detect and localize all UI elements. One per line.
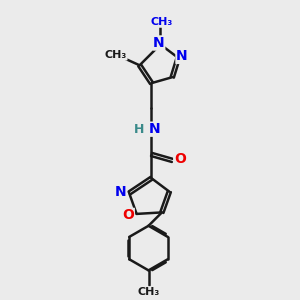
Text: H: H bbox=[134, 123, 144, 136]
Text: O: O bbox=[174, 152, 186, 166]
Text: O: O bbox=[122, 208, 134, 222]
Text: N: N bbox=[115, 184, 127, 199]
Text: N: N bbox=[153, 36, 165, 50]
Text: N: N bbox=[148, 122, 160, 136]
Text: CH₃: CH₃ bbox=[151, 17, 173, 27]
Text: CH₃: CH₃ bbox=[137, 287, 160, 297]
Text: CH₃: CH₃ bbox=[105, 50, 127, 60]
Text: N: N bbox=[176, 50, 188, 63]
